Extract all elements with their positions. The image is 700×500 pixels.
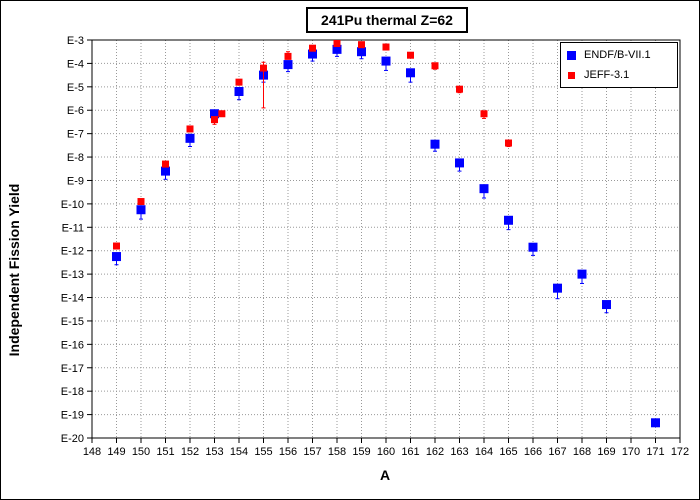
x-tick-label: 172 [671, 446, 689, 458]
legend-swatch-endf [567, 50, 576, 60]
data-point [553, 283, 562, 293]
y-tick-label: E-8 [67, 152, 84, 164]
data-point [161, 166, 170, 176]
x-tick-label: 153 [205, 446, 223, 458]
series-layer [112, 40, 660, 428]
data-point [577, 269, 587, 279]
y-tick-label: E-6 [67, 105, 84, 117]
y-tick-label: E-12 [61, 246, 84, 258]
x-tick-label: 155 [254, 446, 272, 458]
y-tick-label: E-16 [61, 339, 84, 351]
y-tick-label: E-7 [67, 129, 84, 141]
data-point [456, 85, 463, 93]
x-tick-label: 169 [597, 446, 615, 458]
data-point [235, 78, 243, 86]
x-tick-label: 151 [156, 446, 174, 458]
x-tick-label: 158 [328, 446, 346, 458]
x-tick-label: 170 [622, 446, 640, 458]
x-tick-label: 156 [279, 446, 297, 458]
data-point [651, 418, 660, 428]
x-tick-label: 154 [230, 446, 248, 458]
data-point [381, 56, 391, 66]
x-tick-label: 160 [377, 446, 395, 458]
x-tick-label: 163 [450, 446, 468, 458]
y-tick-label: E-14 [61, 293, 84, 305]
x-tick-label: 167 [548, 446, 566, 458]
y-axis-label: Independent Fission Yield [6, 183, 22, 357]
data-point [406, 68, 415, 78]
legend: ENDF/B-VII.1 JEFF-3.1 [560, 42, 678, 88]
x-tick-label: 152 [181, 446, 199, 458]
data-point [333, 40, 341, 48]
legend-label-endf: ENDF/B-VII.1 [584, 49, 651, 61]
y-tick-label: E-5 [67, 82, 84, 94]
x-tick-label: 168 [573, 446, 591, 458]
data-point [218, 110, 226, 118]
axis-ticks: 148 149 150 151 152 153 154 155 156 157 158 159 160 1… [61, 35, 689, 458]
series-endf [112, 44, 660, 428]
x-tick-label: 164 [475, 446, 493, 458]
data-point [112, 252, 121, 262]
data-point [284, 52, 292, 60]
x-tick-label: 150 [132, 446, 150, 458]
data-point [455, 158, 464, 168]
chart-title: 241Pu thermal Z=62 [306, 7, 468, 33]
data-point [283, 60, 293, 70]
data-point [186, 125, 194, 133]
data-point [308, 49, 317, 59]
data-point [504, 215, 513, 225]
y-tick-label: E-20 [61, 433, 84, 445]
data-point [407, 51, 414, 59]
x-tick-label: 166 [524, 446, 542, 458]
data-point [505, 139, 512, 147]
data-point [309, 44, 316, 52]
legend-item-jeff: JEFF-3.1 [567, 69, 629, 81]
x-tick-label: 149 [107, 446, 125, 458]
y-tick-label: E-15 [61, 316, 84, 328]
data-point [479, 184, 489, 194]
data-point [137, 198, 145, 206]
data-point [136, 205, 146, 215]
data-point [358, 41, 365, 49]
data-point [185, 133, 195, 143]
data-point [357, 47, 366, 57]
legend-label-jeff: JEFF-3.1 [584, 69, 630, 81]
y-tick-label: E-17 [61, 363, 84, 375]
data-point [162, 160, 169, 168]
data-point [382, 43, 390, 51]
x-tick-label: 148 [83, 446, 101, 458]
x-tick-label: 161 [401, 446, 419, 458]
legend-swatch-jeff [568, 71, 575, 79]
data-point [211, 116, 218, 124]
x-tick-label: 157 [303, 446, 321, 458]
y-tick-label: E-13 [61, 269, 84, 281]
y-tick-label: E-9 [67, 175, 84, 187]
series-jeff [113, 40, 512, 250]
x-tick-label: 165 [499, 446, 517, 458]
data-point [113, 242, 120, 250]
y-tick-label: E-18 [61, 386, 84, 398]
data-point [260, 64, 267, 72]
x-tick-label: 171 [646, 446, 664, 458]
y-tick-label: E-4 [67, 58, 84, 70]
y-tick-label: E-11 [62, 222, 84, 234]
data-point [480, 110, 488, 118]
data-point [528, 242, 538, 252]
y-tick-label: E-3 [67, 35, 84, 47]
x-tick-label: 159 [352, 446, 370, 458]
data-point [431, 62, 439, 70]
data-point [430, 139, 440, 149]
x-axis-label: A [379, 467, 391, 483]
data-point [602, 300, 611, 310]
data-point [332, 44, 342, 54]
legend-item-endf: ENDF/B-VII.1 [567, 49, 651, 61]
grid-lines [92, 40, 680, 438]
x-tick-label: 162 [426, 446, 444, 458]
data-point [234, 87, 244, 97]
data-point [210, 109, 219, 119]
y-tick-label: E-19 [61, 410, 84, 422]
y-tick-label: E-10 [61, 199, 84, 211]
